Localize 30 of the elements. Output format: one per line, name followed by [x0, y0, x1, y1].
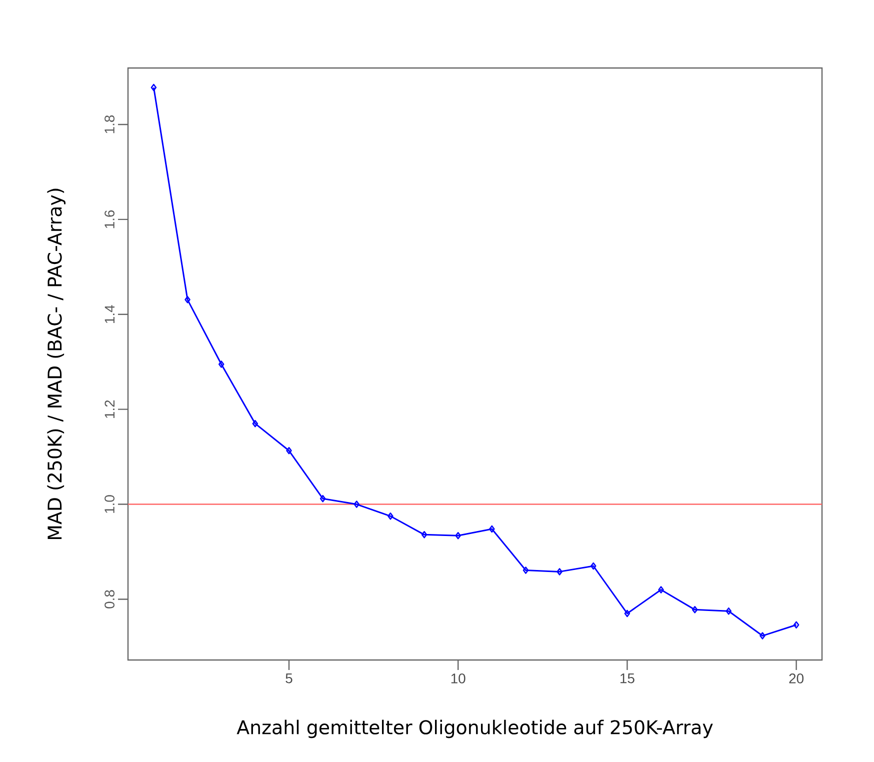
x-tick-label: 5	[286, 674, 292, 684]
y-tick-label: 1.8	[104, 115, 114, 134]
point	[354, 500, 360, 508]
point	[286, 447, 292, 454]
x-tick-label: 10	[451, 674, 466, 684]
point	[624, 610, 630, 618]
x-tick-label: 15	[620, 674, 634, 684]
y-tick-label: 1.4	[104, 305, 114, 324]
point	[760, 632, 766, 640]
point	[218, 360, 224, 368]
point	[522, 566, 529, 574]
y-tick-label: 1.6	[104, 210, 114, 228]
y-tick-label: 1.0	[104, 495, 114, 513]
y-tick-label: 1.2	[104, 400, 114, 418]
point	[388, 512, 394, 520]
point	[184, 296, 190, 304]
x-axis-title: Anzahl gemittelter Oligonukleotide auf 250K-Array	[236, 720, 713, 738]
point	[658, 586, 664, 594]
point	[421, 531, 428, 538]
point	[590, 562, 596, 570]
point	[252, 420, 258, 428]
y-tick-label: 0.8	[104, 590, 114, 608]
point	[455, 532, 461, 540]
x-tick-label: 20	[789, 674, 804, 684]
point	[556, 568, 562, 576]
point	[320, 494, 326, 502]
point	[726, 607, 732, 615]
point	[489, 525, 495, 533]
y-axis-title: MAD (250K) / MAD (BAC- / PAC-Array)	[47, 188, 66, 540]
point	[692, 606, 698, 614]
